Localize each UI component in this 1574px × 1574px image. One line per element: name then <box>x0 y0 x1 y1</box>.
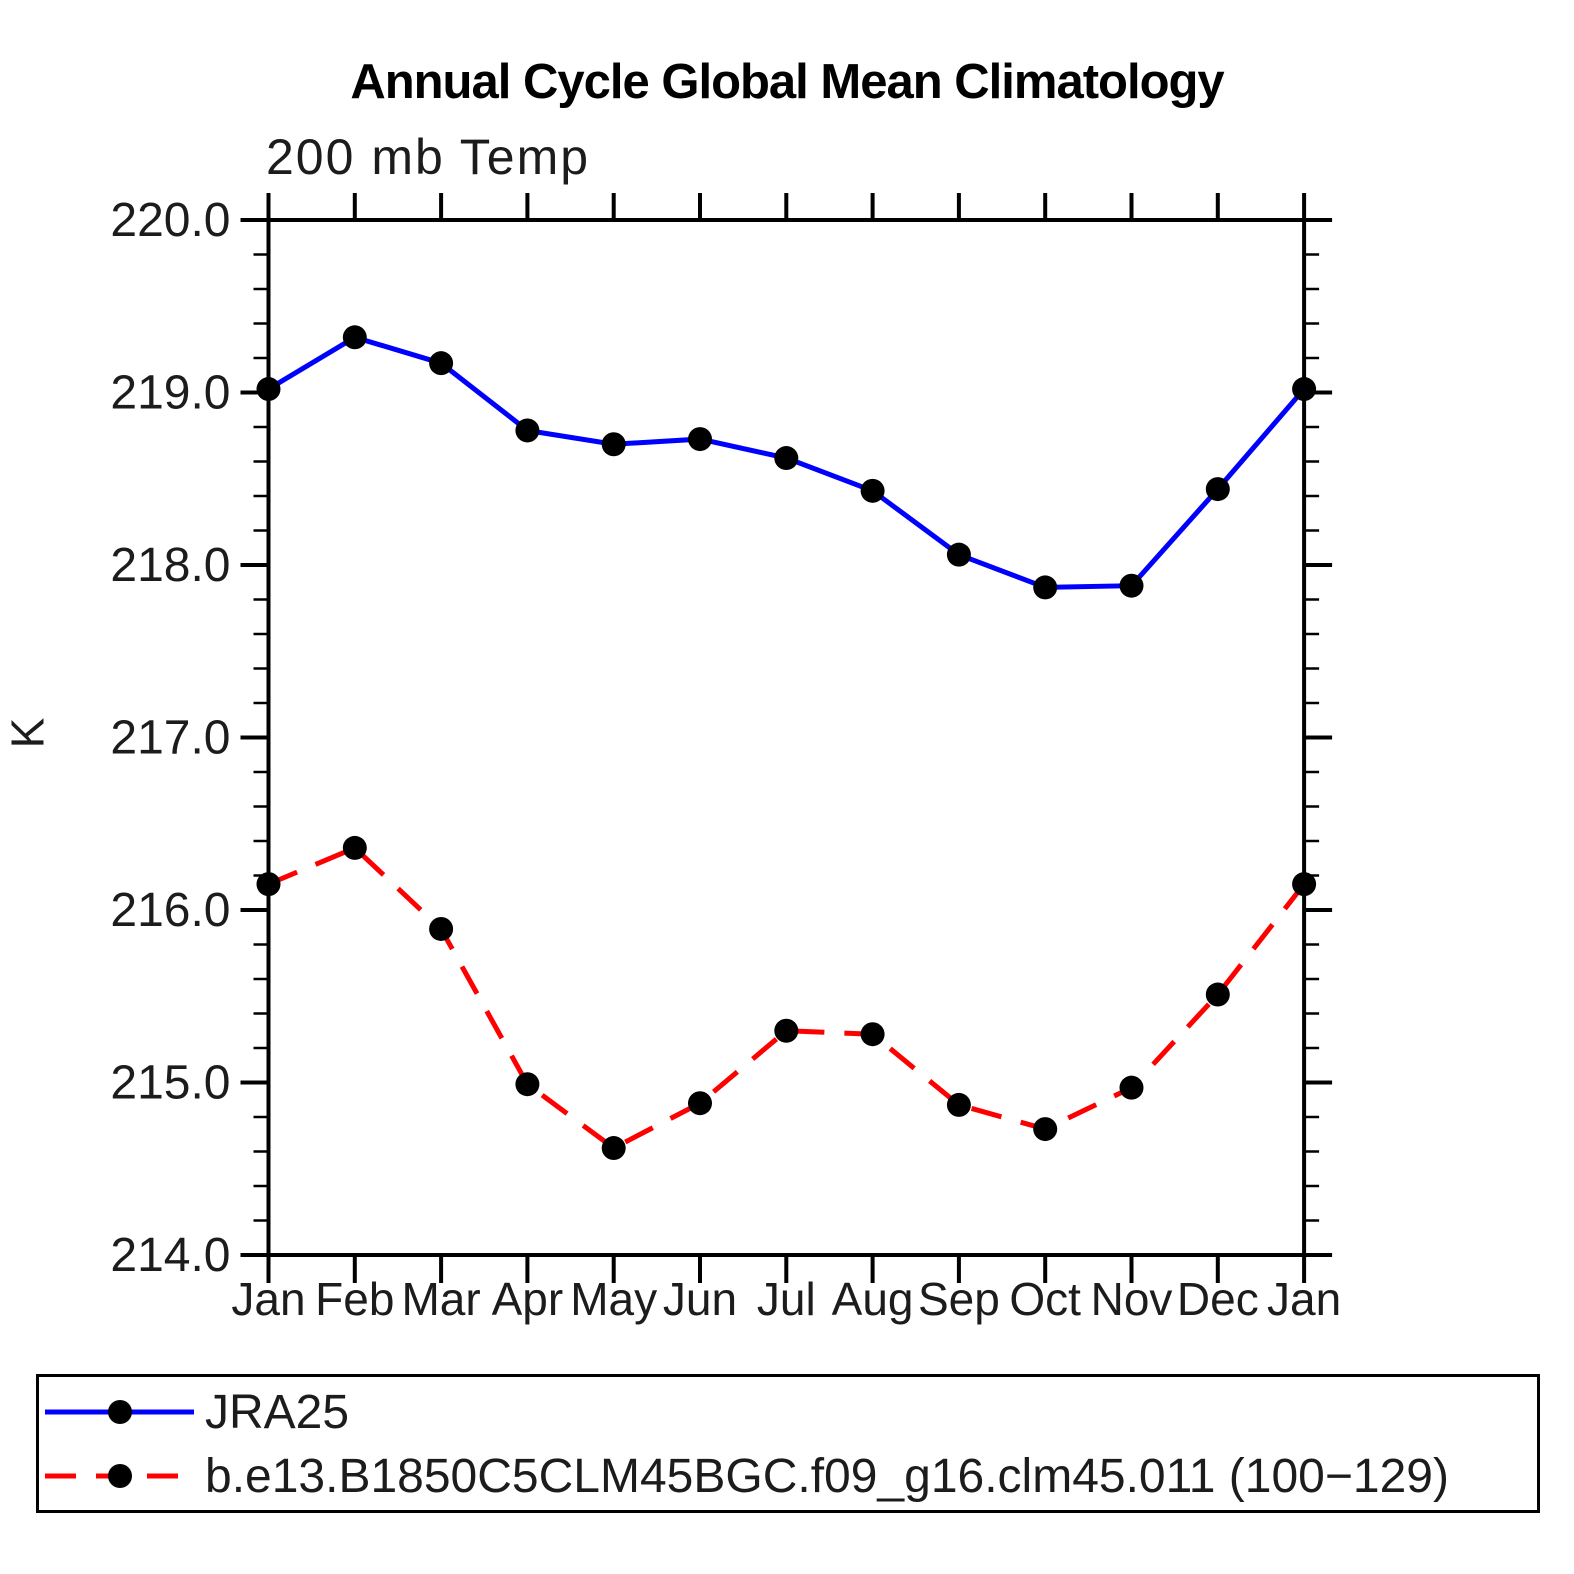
series-0-point <box>342 325 367 350</box>
chart-subtitle: 200 mb Temp <box>266 129 591 185</box>
series-1-point <box>342 835 367 860</box>
x-tick-label: Sep <box>918 1273 1000 1325</box>
x-tick-label: Nov <box>1091 1273 1173 1325</box>
series-0-point <box>1119 573 1144 598</box>
series-1-point <box>515 1072 540 1097</box>
y-tick-label: 218.0 <box>110 539 230 592</box>
series-line-1 <box>267 844 1307 1151</box>
series-1-point <box>1205 982 1230 1007</box>
series-0-point <box>774 446 799 471</box>
legend-label: b.e13.B1850C5CLM45BGC.f09_g16.clm45.011 … <box>205 1449 1449 1503</box>
x-tick-label: Oct <box>1009 1273 1081 1325</box>
series-1-point <box>860 1022 885 1047</box>
series-0-point <box>601 432 626 457</box>
plot-frame <box>266 218 1307 1257</box>
series-0-point <box>1205 477 1230 502</box>
x-tick-label: Jul <box>757 1273 816 1325</box>
series-0-point <box>1033 575 1058 600</box>
legend-row: JRA25 <box>39 1380 1537 1444</box>
x-tick-label: Apr <box>492 1273 564 1325</box>
series-0-point <box>688 427 712 452</box>
series-1-point <box>774 1018 799 1043</box>
x-tick-label: Mar <box>401 1273 480 1325</box>
y-tick-label: 214.0 <box>110 1229 230 1282</box>
chart-title: Annual Cycle Global Mean Climatology <box>350 55 1224 109</box>
x-tick-label: Jun <box>663 1273 737 1325</box>
series-0-point <box>946 542 971 567</box>
legend-line-sample <box>45 1464 194 1488</box>
y-tick-label: 216.0 <box>110 884 230 937</box>
series-1-point <box>256 872 281 897</box>
series-1-point <box>1292 872 1317 897</box>
x-tick-label: Dec <box>1177 1273 1259 1325</box>
legend-label: JRA25 <box>205 1385 350 1439</box>
y-tick-label: 217.0 <box>110 712 230 765</box>
x-tick-label: Feb <box>315 1273 394 1325</box>
series-0-point <box>256 377 281 402</box>
x-tick-label: Aug <box>832 1273 914 1325</box>
series-1-point <box>688 1091 712 1116</box>
legend: JRA25 b.e13.B1850C5CLM45BGC.f09_g16.clm45… <box>36 1374 1540 1513</box>
y-tick-label: 219.0 <box>110 367 230 420</box>
series-0-point <box>1292 377 1317 402</box>
y-tick-label: 220.0 <box>110 194 230 247</box>
x-tick-label: Jan <box>231 1273 305 1325</box>
series-0-point <box>515 418 540 443</box>
y-tick-label: 215.0 <box>110 1057 230 1110</box>
x-tick-label: Jan <box>1267 1273 1341 1325</box>
series-1-point <box>429 916 454 941</box>
legend-row: b.e13.B1850C5CLM45BGC.f09_g16.clm45.011 … <box>39 1444 1537 1508</box>
legend-marker-dot <box>108 1464 132 1488</box>
x-tick-label: May <box>570 1273 657 1325</box>
series-1-point <box>601 1136 626 1161</box>
series-0-point <box>860 478 885 503</box>
legend-line-sample <box>45 1400 194 1424</box>
series-0-point <box>429 351 454 376</box>
series-1-point <box>946 1092 971 1117</box>
series-1-point <box>1119 1075 1144 1100</box>
legend-marker-dot <box>108 1400 132 1424</box>
series-1-point <box>1033 1117 1058 1142</box>
